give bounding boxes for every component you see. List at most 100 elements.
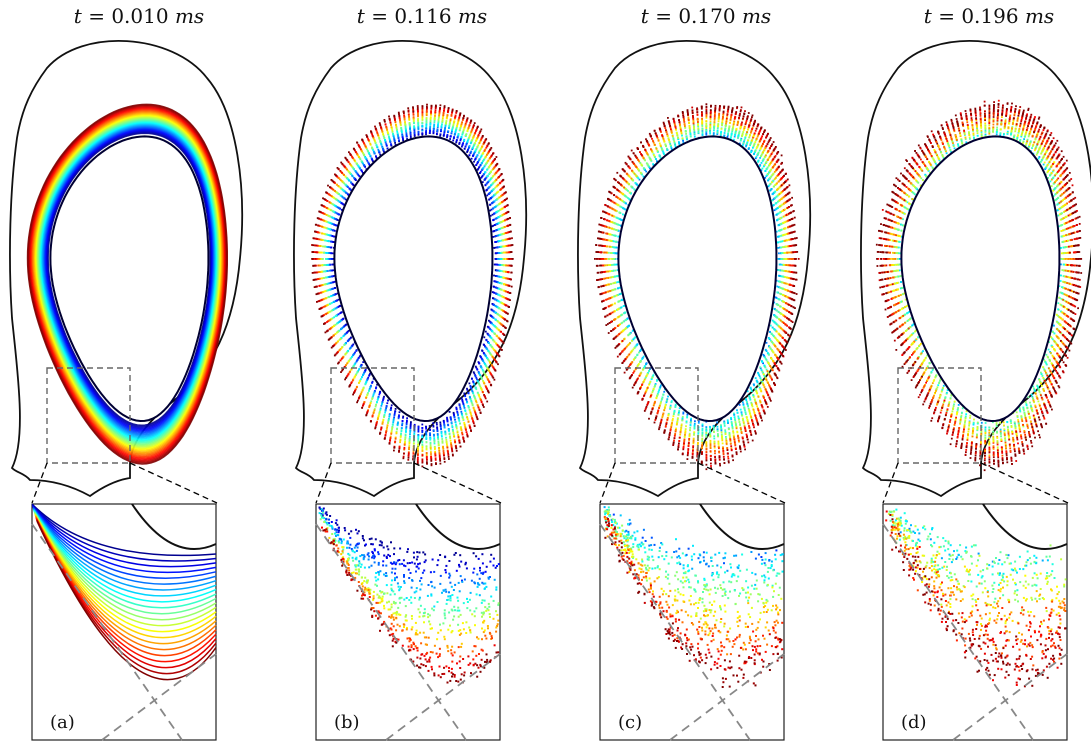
particle-dot [348,179,350,182]
inset-particle [372,555,374,558]
particle-dot [441,120,444,123]
particle-dot [350,189,353,192]
particle-dot [405,135,408,138]
inset-particle [448,591,450,594]
particle-dot [403,118,406,121]
particle-dot [409,431,412,433]
particle-dot [455,406,458,409]
inset-particle [344,529,347,532]
particle-dot [496,320,499,322]
inset-particle [489,616,491,618]
inset-particle [340,542,343,545]
particle-dot [425,454,428,456]
particle-dot [328,201,331,204]
particle-dot [394,411,396,414]
particle-dot [417,430,420,433]
particle-dot [439,104,442,107]
particle-dot [486,168,488,171]
particle-dot [412,116,415,118]
particle-dot [413,430,416,433]
particle-dot [318,285,321,287]
particle-dot [322,291,325,293]
time-label-a: t = 0.010 ms [73,4,205,28]
inset-particle [383,604,385,607]
inset-particle [482,621,484,624]
particle-dot [403,444,406,446]
particle-dot [503,283,506,286]
particle-dot [326,240,329,242]
particle-dot [375,155,377,158]
particle-dot [465,431,468,433]
particle-dot [312,251,314,253]
inset-particle [423,608,426,611]
inset-particle [449,595,452,598]
particle-dot [387,419,390,422]
particle-dot [421,444,424,447]
particle-dot [506,197,508,200]
inset-particle [398,625,401,628]
particle-dot [478,362,481,365]
vessel-wall [9,39,244,498]
particle-dot [482,404,484,407]
particle-dot [482,406,485,408]
inset-particle [451,645,454,648]
particle-dot [369,142,372,145]
particle-dot [348,385,351,388]
inset-particle [476,573,479,576]
particle-dot [412,110,415,113]
particle-dot [467,128,469,131]
particle-dot [392,420,395,423]
particle-dot [475,155,478,158]
particle-dot [459,406,462,409]
inset-particle [322,517,325,519]
particle-dot [465,143,468,145]
particle-dot [476,380,479,382]
particle-dot [429,442,432,445]
particle-dot [346,374,349,377]
inset-particle [471,650,474,653]
particle-dot [417,435,420,438]
particle-dot [433,439,436,442]
inset-particle [487,576,490,579]
particle-dot [428,132,431,134]
particle-dot [438,450,441,452]
particle-dot [492,167,495,170]
particle-dot [488,165,491,167]
particle-dot [336,192,339,194]
particle-dot [408,444,411,447]
particle-dot [390,430,393,432]
particle-dot [334,333,337,335]
particle-dot [394,410,397,413]
particle-dot [444,127,446,129]
particle-dot [397,111,400,114]
particle-dot [417,450,419,452]
particle-dot [453,136,455,138]
particle-dot [354,362,357,365]
particle-dot [483,158,486,161]
field-line-ring [26,103,228,465]
particle-dot [371,381,374,384]
particle-dot [472,407,475,409]
particle-dot [425,448,428,451]
particle-dot [393,414,396,417]
particle-dot [350,181,352,184]
particle-dot [421,119,424,121]
particle-dot [425,118,428,121]
particle-dot [464,409,467,412]
particle-dot [458,418,460,421]
particle-dot [364,157,367,159]
particle-dot [454,115,457,118]
particle-dot [475,413,477,416]
inset-particle [355,528,357,531]
inset-particle [486,625,489,627]
particle-dot [494,280,497,283]
particle-dot [356,401,358,404]
particle-dot [377,398,379,400]
particle-dot [330,302,333,304]
particle-dot [460,137,462,140]
particle-dot [433,442,436,445]
particle-dot [369,386,372,389]
particle-dot [326,246,329,248]
inset-particle [490,553,493,556]
inset-particle [449,599,452,602]
